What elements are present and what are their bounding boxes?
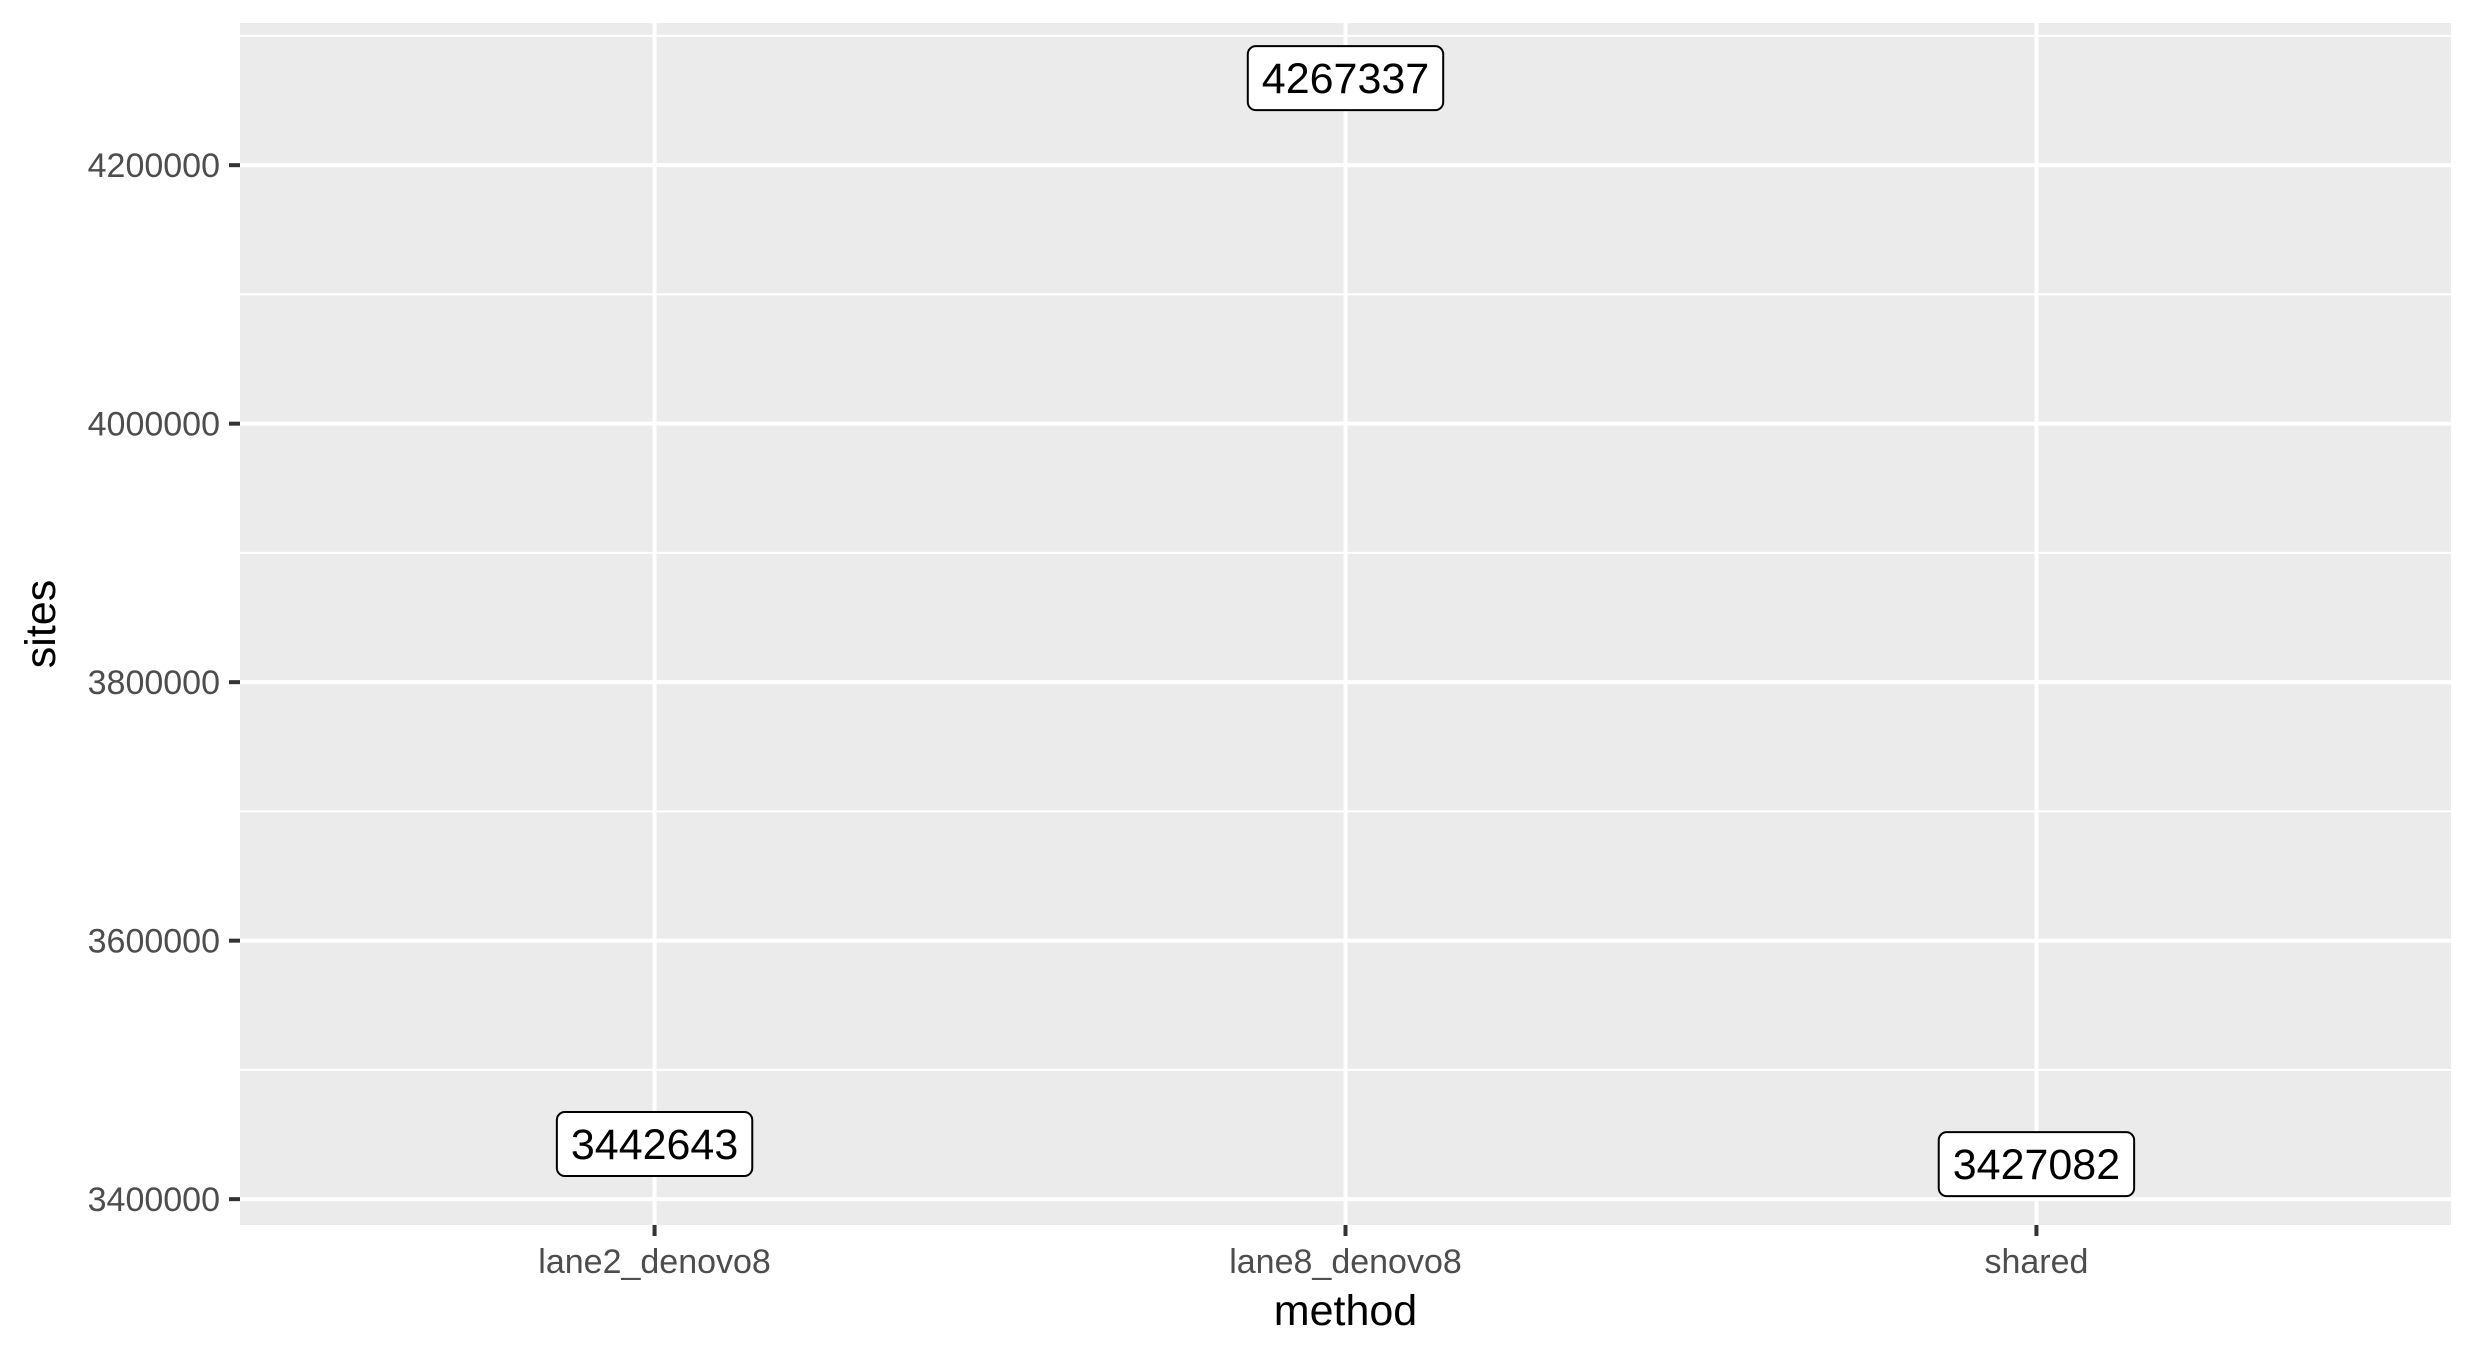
grid-major xyxy=(240,23,2451,1225)
y-tick-label: 3800000 xyxy=(88,664,220,702)
data-label-box xyxy=(1937,1131,2136,1198)
y-tick-label: 4200000 xyxy=(88,147,220,185)
data-label-box xyxy=(555,1111,754,1178)
y-axis-title: sites xyxy=(17,580,65,668)
data-labels: 3442643 4267337 3427082 xyxy=(555,45,2136,1198)
x-axis: lane2_denovo8 lane8_denovo8 shared xyxy=(538,1225,2088,1281)
y-tick-label: 3600000 xyxy=(88,923,220,961)
data-label: 4267337 xyxy=(1246,45,1445,112)
data-label: 3442643 xyxy=(555,1111,754,1178)
x-tick-label: lane8_denovo8 xyxy=(1229,1243,1462,1281)
x-axis-title: method xyxy=(1274,1287,1417,1335)
y-axis: 3400000 3600000 3800000 4000000 4200000 xyxy=(88,147,240,1219)
data-label-text: 4267337 xyxy=(1262,55,1429,103)
y-tick-label: 4000000 xyxy=(88,406,220,444)
y-tick-label: 3400000 xyxy=(88,1181,220,1219)
data-label: 3427082 xyxy=(1937,1131,2136,1198)
x-tick-label: lane2_denovo8 xyxy=(538,1243,771,1281)
x-tick-label: shared xyxy=(1984,1243,2088,1281)
data-label-box xyxy=(1246,45,1445,112)
data-label-text: 3442643 xyxy=(571,1121,738,1169)
data-label-text: 3427082 xyxy=(1953,1141,2120,1189)
